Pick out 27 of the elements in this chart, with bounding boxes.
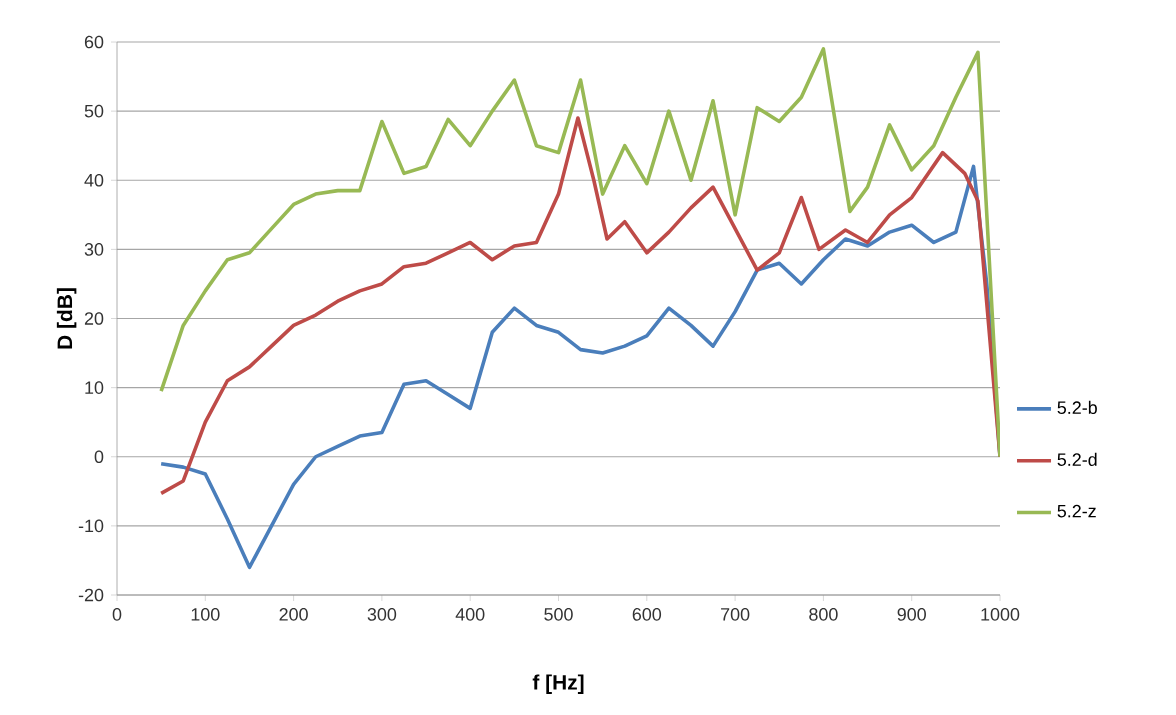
legend-label: 5.2-z [1057,504,1096,518]
x-tick-label: 1000 [981,608,1020,621]
x-tick-label: 500 [544,608,573,621]
y-tick-label: -10 [78,519,104,533]
x-axis-title: f [Hz] [532,674,584,694]
x-tick-label: 700 [721,608,750,621]
y-axis-title: D [dB] [56,288,77,349]
x-tick-label: 200 [279,608,308,621]
y-tick-label: 0 [94,450,104,464]
line-series [159,116,1001,496]
y-tick-label: 20 [84,312,104,325]
x-tick-label: 900 [897,608,926,621]
x-tick-label: 300 [367,608,397,621]
x-tick-label: 600 [632,608,662,621]
x-tick-label: 100 [191,608,220,621]
line-series [159,47,1001,459]
y-tick-label: 10 [85,381,104,394]
y-tick-label: -20 [78,588,104,602]
y-tick-label: 40 [84,173,104,187]
y-tick-label: 60 [84,35,104,49]
x-tick-label: 800 [809,608,838,621]
x-tick-label: 400 [455,608,485,621]
legend-label: 5.2-d [1057,452,1097,466]
y-tick-label: 50 [84,104,104,118]
y-tick-label: 30 [84,243,104,256]
legend-label: 5.2-b [1057,400,1097,415]
x-tick-label: 0 [112,608,122,621]
